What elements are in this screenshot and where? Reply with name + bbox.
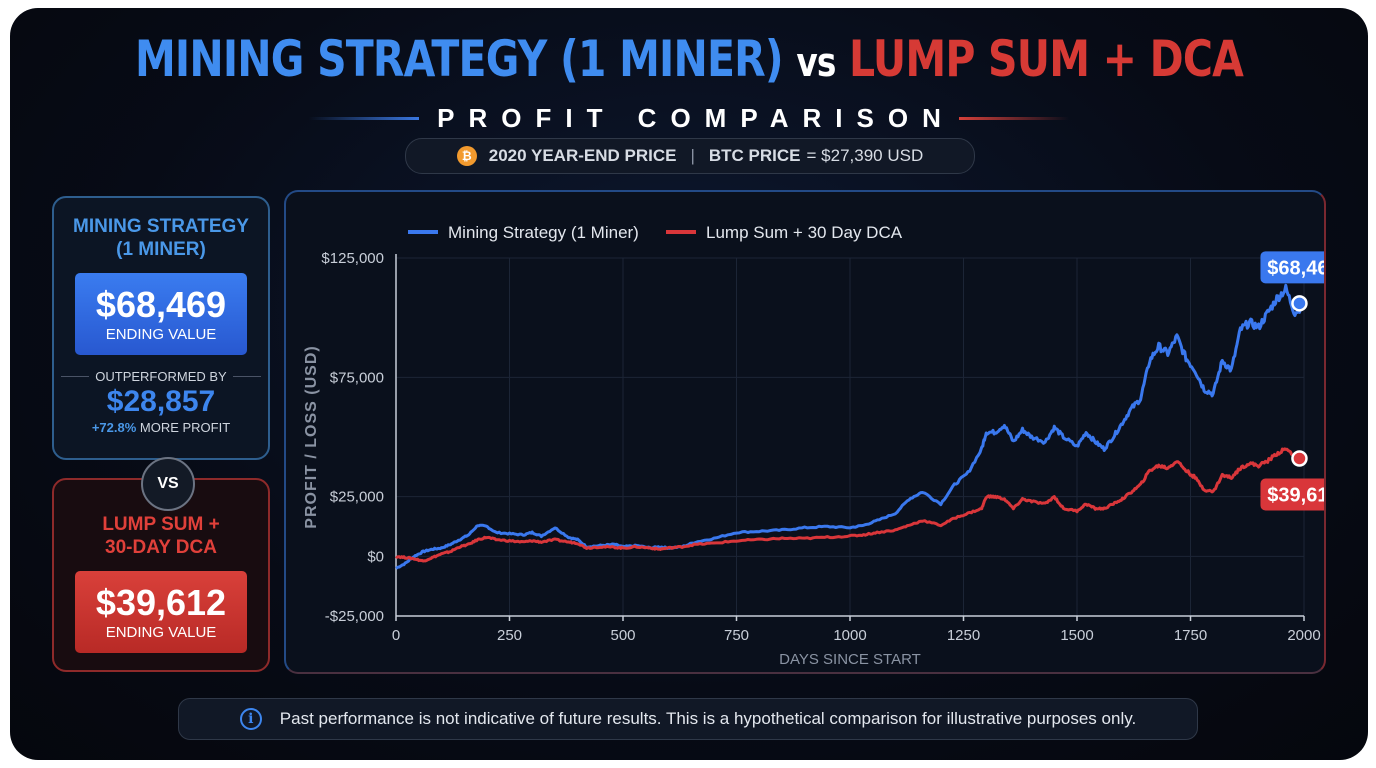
mining-ending-label: ENDING VALUE (105, 325, 217, 343)
mining-card-title-line1: MINING STRATEGY (73, 216, 249, 237)
more-profit-label: MORE PROFIT (139, 420, 231, 435)
subtitle-divider-left (309, 116, 420, 120)
y-tick-label: $0 (367, 548, 384, 565)
mining-card-title: MINING STRATEGY (1 MINER) (54, 215, 268, 261)
disclaimer-bar: i Past performance is not indicative of … (178, 698, 1198, 740)
more-profit-line: +72.8% MORE PROFIT (54, 420, 268, 435)
x-tick-label: 500 (610, 627, 635, 644)
y-tick-label: $125,000 (321, 250, 384, 267)
y-tick-label: $25,000 (330, 489, 384, 506)
x-tick-label: 1250 (947, 627, 980, 644)
info-icon: i (239, 708, 262, 730)
end-value-callout (1260, 478, 1324, 511)
mining-value-box: $68,469 ENDING VALUE (75, 273, 247, 355)
series-end-marker (1291, 295, 1308, 312)
title-mining: MINING STRATEGY (1 MINER) (134, 30, 784, 88)
subtitle-row: PROFIT COMPARISON (10, 100, 1368, 136)
end-value-label: $68,469 (1267, 257, 1324, 279)
lump-value-box: $39,612 ENDING VALUE (75, 571, 247, 653)
lump-card-title-line2: 30-DAY DCA (105, 537, 217, 558)
subtitle-divider-right (958, 116, 1069, 120)
title-lump: LUMP SUM + DCA (849, 30, 1244, 88)
btc-price-label: BTC PRICE (708, 146, 801, 165)
btc-price-value: = $27,390 USD (806, 146, 924, 165)
x-axis-label: DAYS SINCE START (779, 651, 921, 668)
lump-card-title-line1: LUMP SUM + (102, 514, 220, 535)
y-tick-label: -$25,000 (325, 608, 384, 625)
outperformed-row: OUTPERFORMED BY (54, 369, 268, 384)
x-tick-label: 1000 (833, 627, 866, 644)
mining-card-title-line2: (1 MINER) (116, 239, 206, 260)
infographic-frame: MINING STRATEGY (1 MINER) vs LUMP SUM + … (10, 8, 1368, 760)
lump-summary-card: LUMP SUM + 30-DAY DCA $39,612 ENDING VAL… (52, 478, 270, 672)
page-subtitle: PROFIT COMPARISON (437, 102, 955, 133)
legend-label: Lump Sum + 30 Day DCA (706, 223, 903, 242)
chart-panel: 0 250 500 750 1000 1250 1500 1750 2000 -$25,000 $0… (284, 190, 1326, 674)
price-info-pill: ₿ 2020 YEAR-END PRICE | BTC PRICE = $27,… (405, 138, 975, 174)
y-tick-label: $75,000 (330, 369, 384, 386)
profit-line-chart: 0 250 500 750 1000 1250 1500 1750 2000 -$25,000 $0… (303, 223, 1324, 668)
mining-summary-card: MINING STRATEGY (1 MINER) $68,469 ENDING… (52, 196, 270, 460)
outperformed-divider-left (61, 376, 90, 377)
outperformed-value: $28,857 (106, 385, 216, 418)
price-year-label: 2020 YEAR-END PRICE (488, 146, 677, 165)
x-tick-label: 750 (724, 627, 749, 644)
bitcoin-icon: ₿ (456, 146, 477, 166)
series-line-mining (395, 283, 1305, 570)
x-tick-label: 2000 (1287, 627, 1320, 644)
lump-ending-value: $39,612 (95, 581, 227, 623)
x-tick-label: 1500 (1060, 627, 1093, 644)
lump-ending-label: ENDING VALUE (105, 623, 217, 641)
lump-card-title: LUMP SUM + 30-DAY DCA (54, 513, 268, 559)
outperformed-divider-right (232, 376, 261, 377)
series-line-lump (395, 447, 1305, 563)
mining-ending-value: $68,469 (95, 283, 227, 325)
outperformed-label: OUTPERFORMED BY (95, 369, 227, 384)
title-vs: vs (796, 40, 836, 86)
legend-label: Mining Strategy (1 Miner) (448, 223, 639, 242)
price-separator: | (690, 146, 695, 165)
disclaimer-text: Past performance is not indicative of fu… (279, 709, 1137, 728)
end-value-label: $39,612 (1267, 484, 1324, 506)
page-title: MINING STRATEGY (1 MINER) vs LUMP SUM + … (132, 30, 1246, 88)
series-end-marker (1291, 450, 1308, 467)
x-tick-label: 0 (392, 627, 400, 644)
vs-badge: VS (141, 457, 195, 511)
x-tick-label: 1750 (1174, 627, 1207, 644)
more-profit-percent: +72.8% (91, 420, 137, 435)
y-axis-label: PROFIT / LOSS (USD) (303, 345, 320, 528)
end-value-callout (1260, 251, 1324, 284)
x-tick-label: 250 (497, 627, 522, 644)
